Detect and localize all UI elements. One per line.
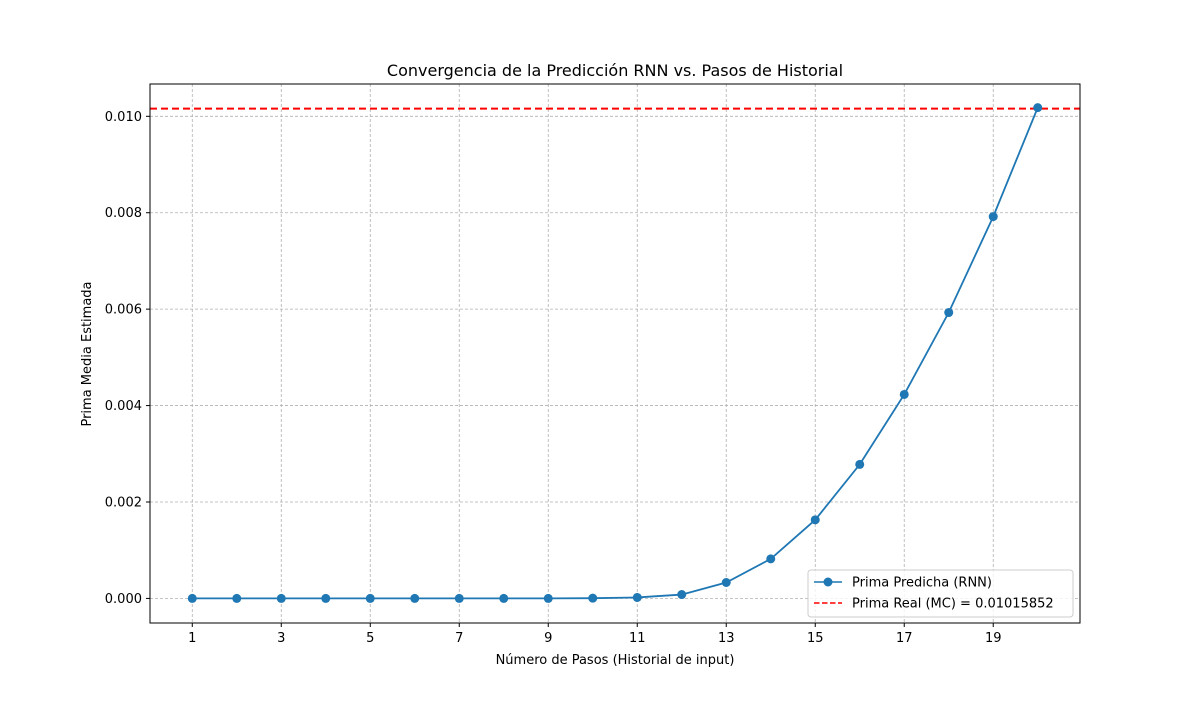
series-layer bbox=[187, 103, 1043, 603]
data-point bbox=[1033, 103, 1043, 113]
data-point bbox=[410, 593, 420, 603]
y-axis-label: Prima Media Estimada bbox=[80, 281, 95, 426]
data-point bbox=[588, 593, 598, 603]
data-point bbox=[899, 389, 909, 399]
data-point bbox=[944, 308, 954, 318]
x-tick-label: 15 bbox=[807, 631, 824, 646]
data-point bbox=[321, 593, 331, 603]
x-axis-ticks: 1 3 5 7 9 11 13 15 17 19 bbox=[188, 623, 1002, 646]
x-tick-label: 19 bbox=[985, 631, 1002, 646]
data-point bbox=[632, 592, 642, 602]
y-tick-label: 0.006 bbox=[105, 303, 142, 318]
x-tick-label: 11 bbox=[629, 631, 646, 646]
data-point bbox=[766, 554, 776, 564]
x-tick-label: 1 bbox=[188, 631, 196, 646]
data-point bbox=[677, 590, 687, 600]
x-axis-label: Número de Pasos (Historial de input) bbox=[496, 653, 735, 668]
data-point bbox=[454, 593, 464, 603]
data-point bbox=[543, 593, 553, 603]
y-tick-label: 0.002 bbox=[105, 495, 142, 510]
y-tick-label: 0.008 bbox=[105, 206, 142, 221]
y-tick-label: 0.004 bbox=[105, 399, 142, 414]
x-tick-label: 17 bbox=[896, 631, 913, 646]
x-tick-label: 9 bbox=[544, 631, 552, 646]
y-tick-label: 0.000 bbox=[105, 592, 142, 607]
x-tick-label: 7 bbox=[455, 631, 463, 646]
data-point bbox=[232, 593, 242, 603]
data-point bbox=[810, 515, 820, 525]
chart-title: Convergencia de la Predicción RNN vs. Pa… bbox=[387, 61, 843, 80]
data-point bbox=[187, 593, 197, 603]
data-point bbox=[276, 593, 286, 603]
legend: Prima Predicha (RNN) Prima Real (MC) = 0… bbox=[807, 569, 1074, 618]
legend-marker-predicted bbox=[823, 577, 833, 587]
x-tick-label: 5 bbox=[366, 631, 374, 646]
data-point bbox=[365, 593, 375, 603]
series-line-predicted bbox=[192, 107, 1039, 600]
legend-box bbox=[807, 569, 1074, 618]
y-tick-label: 0.010 bbox=[105, 110, 142, 125]
x-tick-label: 3 bbox=[277, 631, 285, 646]
data-point bbox=[721, 578, 731, 588]
legend-label-reference: Prima Real (MC) = 0.01015852 bbox=[852, 597, 1054, 612]
legend-label-predicted: Prima Predicha (RNN) bbox=[852, 576, 992, 591]
data-point bbox=[988, 212, 998, 222]
plot-area-frame bbox=[149, 83, 1081, 624]
data-point bbox=[855, 459, 865, 469]
x-tick-label: 13 bbox=[718, 631, 735, 646]
data-point bbox=[499, 593, 509, 603]
y-axis-ticks: 0.000 0.002 0.004 0.006 0.008 0.010 bbox=[105, 110, 150, 607]
